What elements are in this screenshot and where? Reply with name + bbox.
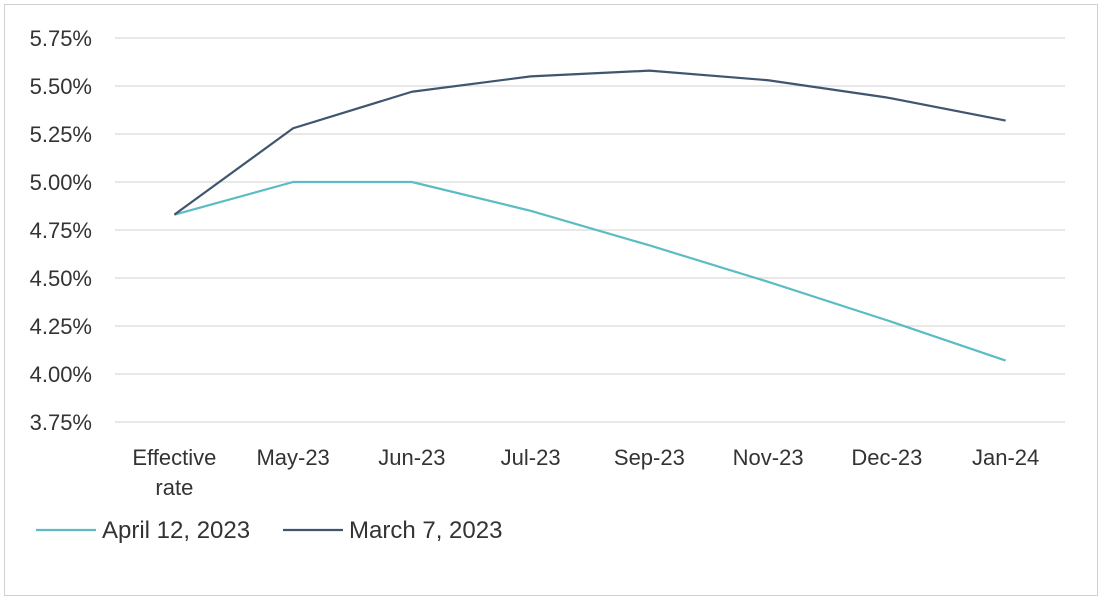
legend-label: March 7, 2023 [349, 517, 502, 544]
y-tick-label: 5.25% [30, 122, 92, 147]
x-tick-label: Nov-23 [733, 445, 804, 470]
x-axis-labels: Effective rate May-23 Jun-23 Jul-23 Sep-23 Nov… [132, 445, 1039, 500]
legend-label: April 12, 2023 [102, 517, 250, 544]
y-tick-label: 5.75% [30, 26, 92, 51]
x-tick-label: Jul-23 [501, 445, 561, 470]
series-lines [173, 69, 1006, 362]
y-tick-label: 4.50% [30, 266, 92, 291]
y-tick-label: 5.50% [30, 74, 92, 99]
y-tick-label: 3.75% [30, 410, 92, 435]
series-line-2 [173, 69, 1006, 216]
x-tick-label: Dec-23 [851, 445, 922, 470]
x-tick-label: Jan-24 [972, 445, 1039, 470]
x-tick-label: Jun-23 [378, 445, 445, 470]
y-tick-label: 4.25% [30, 314, 92, 339]
series-line-1 [174, 180, 1006, 362]
y-tick-label: 4.75% [30, 218, 92, 243]
x-tick-label: May-23 [256, 445, 329, 470]
x-tick-label: Effective rate [132, 445, 216, 500]
y-axis-labels: 5.75% 5.50% 5.25% 5.00% 4.75% 4.50% 4.25% 4.00%… [30, 26, 92, 435]
gridlines [115, 37, 1065, 423]
x-tick-label: Sep-23 [614, 445, 685, 470]
legend: April 12, 2023 March 7, 2023 [36, 517, 502, 544]
y-tick-label: 4.00% [30, 362, 92, 387]
y-tick-label: 5.00% [30, 170, 92, 195]
